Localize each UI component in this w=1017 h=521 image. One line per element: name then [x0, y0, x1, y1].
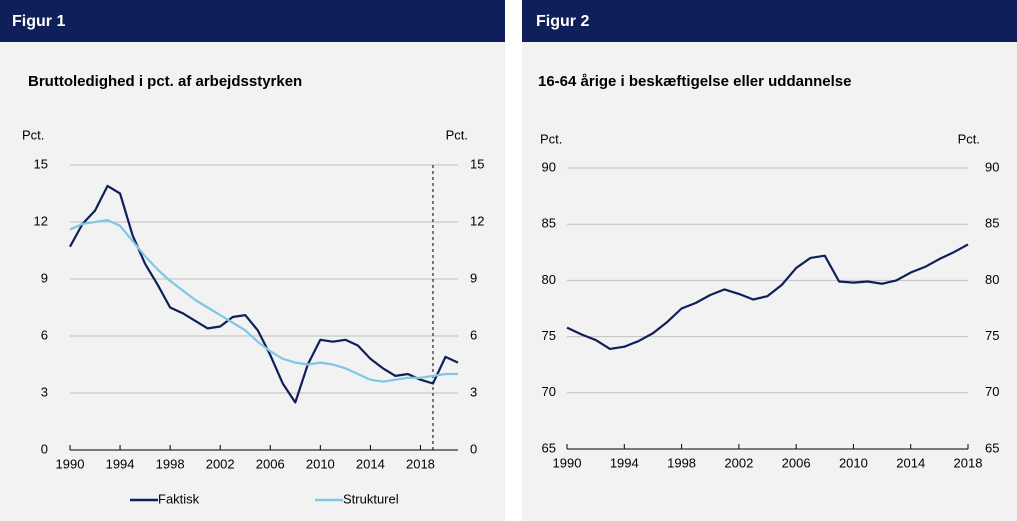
- y-tick-label: 9: [41, 270, 48, 285]
- x-tick-label: 2010: [306, 456, 335, 471]
- x-tick-label: 2010: [839, 455, 868, 470]
- panel-header: [522, 0, 1017, 42]
- x-tick-label: 2002: [206, 456, 235, 471]
- y2-tick-label: 3: [470, 384, 477, 399]
- series-line: [69, 184, 459, 404]
- y2-tick-label: 75: [985, 328, 999, 343]
- x-tick-label: 1990: [56, 456, 85, 471]
- x-tick-label: 2014: [896, 455, 925, 470]
- x-tick-label: 2002: [724, 455, 753, 470]
- series-line: [566, 243, 969, 351]
- y-tick-label: 80: [542, 272, 556, 287]
- y2-tick-label: 0: [470, 441, 477, 456]
- y-axis-label: Pct.: [22, 127, 44, 142]
- x-tick-label: 2006: [782, 455, 811, 470]
- y-axis-label: Pct.: [540, 131, 562, 146]
- y2-axis-label: Pct.: [446, 127, 468, 142]
- y-tick-label: 75: [542, 328, 556, 343]
- y2-axis-label: Pct.: [958, 131, 980, 146]
- y2-tick-label: 65: [985, 440, 999, 455]
- y2-tick-label: 9: [470, 270, 477, 285]
- y2-tick-label: 80: [985, 272, 999, 287]
- y2-tick-label: 70: [985, 384, 999, 399]
- y2-tick-label: 12: [470, 213, 484, 228]
- y-tick-label: 0: [41, 441, 48, 456]
- y-tick-label: 85: [542, 216, 556, 231]
- header: Figur 2: [536, 13, 589, 30]
- x-tick-label: 1990: [553, 455, 582, 470]
- y-tick-label: 12: [34, 213, 48, 228]
- x-tick-label: 1998: [156, 456, 185, 471]
- y-tick-label: 65: [542, 440, 556, 455]
- x-tick-label: 1994: [106, 456, 135, 471]
- x-tick-label: 1994: [610, 455, 639, 470]
- y-tick-label: 6: [41, 327, 48, 342]
- y-tick-label: 70: [542, 384, 556, 399]
- x-tick-label: 2018: [954, 455, 983, 470]
- y-tick-label: 15: [34, 156, 48, 171]
- x-tick-label: 2014: [356, 456, 385, 471]
- panel: [0, 0, 505, 521]
- y2-tick-label: 15: [470, 156, 484, 171]
- series-line: [69, 219, 458, 383]
- legend-label: Strukturel: [343, 491, 399, 506]
- chart-title: 16-64 årige i beskæftigelse eller uddann…: [538, 73, 851, 90]
- x-tick-label: 1998: [667, 455, 696, 470]
- y-tick-label: 90: [542, 159, 556, 174]
- header: Figur 1: [12, 13, 65, 30]
- chart-title: Bruttoledighed i pct. af arbejdsstyrken: [28, 73, 302, 90]
- legend-label: Faktisk: [158, 491, 200, 506]
- x-tick-label: 2018: [406, 456, 435, 471]
- y2-tick-label: 90: [985, 159, 999, 174]
- y2-tick-label: 6: [470, 327, 477, 342]
- y-tick-label: 3: [41, 384, 48, 399]
- y2-tick-label: 85: [985, 216, 999, 231]
- panel-header: [0, 0, 505, 42]
- x-tick-label: 2006: [256, 456, 285, 471]
